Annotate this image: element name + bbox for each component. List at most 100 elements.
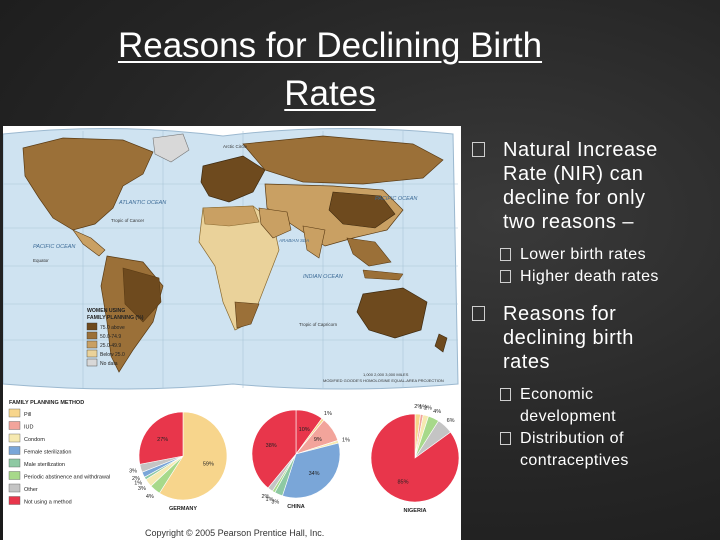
pie-label-china-3: 1% [342,437,350,443]
pie-title-germany: GERMANY [169,506,197,512]
australia [356,287,428,339]
sub-bullet-higher-death: Higher death rates [466,266,717,288]
brazil [122,267,162,323]
equator-label: Equator [33,258,49,263]
map-legend-label-4: No data [100,361,118,367]
slide-title-line1: Reasons for Declining Birth [117,26,543,65]
method-swatch-5 [8,471,21,480]
pie-label-nigeria-1: 1% [419,405,427,411]
world-map-svg: ATLANTIC OCEAN PACIFIC OCEAN PACIFIC OCE… [3,127,459,390]
slide-title: Reasons for Declining Birth Rates [0,22,660,118]
north-america [22,137,154,231]
method-swatch-3 [8,446,21,455]
sub-bullet-economic: Economic development [466,384,717,428]
family-planning-figure: ATLANTIC OCEAN PACIFIC OCEAN PACIFIC OCE… [3,126,461,540]
bullet-declining-line1: Reasons for [503,303,617,325]
map-legend-swatch-2 [86,340,98,349]
bullet-list: Natural Increase Rate (NIR) can decline … [472,138,717,472]
method-label-2: Condom [24,437,45,443]
indonesia [362,269,404,281]
pie-label-china-6: 1% [266,497,274,503]
sub-bullet-economic-line2: development [520,408,617,425]
copyright-text: Copyright © 2005 Pearson Prentice Hall, … [145,528,324,538]
map-legend-swatch-1 [86,331,98,340]
pie-slice-nigeria-5 [370,413,460,503]
bullet-nir-line3: decline for only [503,187,646,209]
map-legend-label-3: Below 25.0 [100,352,125,358]
pie-label-germany-4: 2% [132,476,140,482]
pie-label-nigeria-4: 6% [447,418,455,424]
pie-label-germany-5: 3% [129,469,137,475]
method-label-0: Pill [24,412,31,418]
method-label-4: Male sterilization [24,462,65,468]
pie-label-nigeria-3: 4% [433,409,441,415]
map-legend-swatch-4 [86,358,98,367]
pie-label-germany-3: 1% [134,480,142,486]
method-label-6: Other [24,487,38,493]
pie-label-germany-1: 4% [146,494,154,500]
map-legend-title-1: WOMEN USING [87,308,125,314]
method-swatch-7 [8,496,21,505]
pie-label-china-2: 9% [314,437,322,443]
bullet-box-icon [500,432,511,445]
world-map: ATLANTIC OCEAN PACIFIC OCEAN PACIFIC OCE… [3,126,461,394]
sub-bullet-contraceptives-line2: contraceptives [520,452,629,469]
china [328,191,396,229]
bullet-declining: Reasons for declining birth rates [472,302,717,374]
map-legend-swatch-0 [86,322,98,331]
india [302,225,326,259]
europe [200,155,266,203]
pacific-right-label: PACIFIC OCEAN [375,196,417,202]
pie-label-china-1: 1% [324,411,332,417]
method-label-3: Female sterilization [24,450,71,456]
bullet-nir-line1: Natural Increase [503,139,658,161]
method-label-5: Periodic abstinence and withdrawal [24,475,110,481]
slide-title-line2: Rates [284,74,376,113]
sub-bullet-economic-line1: Economic [520,386,594,403]
method-swatch-1 [8,421,21,430]
pie-slice-china-4 [282,442,341,499]
pie-label-nigeria-0: 2% [414,404,422,410]
pie-label-nigeria-2: 2% [424,406,432,412]
bullet-nir-line2: Rate (NIR) can [503,163,644,185]
bullet-box-icon [500,388,511,401]
map-legend-title-2: FAMILY PLANNING (%) [87,315,144,321]
method-swatch-4 [8,458,21,468]
greenland [152,133,190,163]
pie-label-china-4: 34% [309,471,320,477]
central-america [72,229,106,257]
map-scale: 1,000 2,000 3,000 MILES [363,372,409,377]
sub-bullet-higher-death-text: Higher death rates [520,268,659,285]
sub-bullet-lower-birth-text: Lower birth rates [520,246,646,263]
bullet-box-icon [472,142,485,157]
pie-label-germany-0: 59% [203,461,214,467]
pie-slice-germany-0 [159,411,228,501]
bullet-box-icon [500,248,511,261]
bullet-box-icon [472,306,485,321]
bullet-declining-line3: rates [503,351,550,373]
map-legend-label-0: 75.0 above [100,325,125,331]
north-africa [202,205,260,227]
pie-label-china-7: 2% [261,494,269,500]
pie-slice-germany-6 [138,411,184,465]
bullet-declining-line2: declining birth [503,327,634,349]
pie-title-china: CHINA [287,504,304,510]
tropic-capricorn-label: Tropic of Capricorn [299,322,338,327]
tropic-cancer-label: Tropic of Cancer [111,218,145,223]
method-swatch-2 [8,433,21,443]
pie-label-china-5: 3% [271,500,279,506]
pie-label-germany-6: 27% [157,437,168,443]
middle-east [258,207,292,239]
pie-label-china-0: 10% [299,427,310,433]
pie-label-germany-2: 3% [138,486,146,492]
method-label-7: Not using a method [24,500,72,506]
southeast-asia [346,237,392,267]
sub-bullet-lower-birth: Lower birth rates [466,244,717,266]
atlantic-label: ATLANTIC OCEAN [118,200,166,206]
pacific-label: PACIFIC OCEAN [33,244,75,250]
new-zealand [434,333,448,353]
pie-label-china-8: 38% [266,443,277,449]
south-africa [234,301,260,329]
map-legend-label-2: 25.0-49.9 [100,343,121,349]
